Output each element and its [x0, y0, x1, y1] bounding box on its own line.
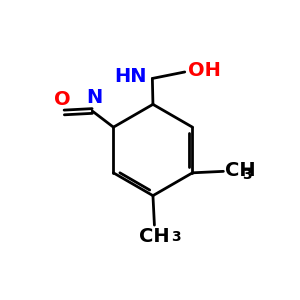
- Text: OH: OH: [188, 61, 221, 80]
- Text: O: O: [54, 90, 70, 109]
- Text: CH: CH: [225, 161, 256, 180]
- Text: 3: 3: [242, 169, 252, 182]
- Text: N: N: [86, 88, 103, 107]
- Text: CH: CH: [139, 227, 170, 246]
- Text: HN: HN: [115, 67, 147, 86]
- Text: 3: 3: [171, 230, 181, 244]
